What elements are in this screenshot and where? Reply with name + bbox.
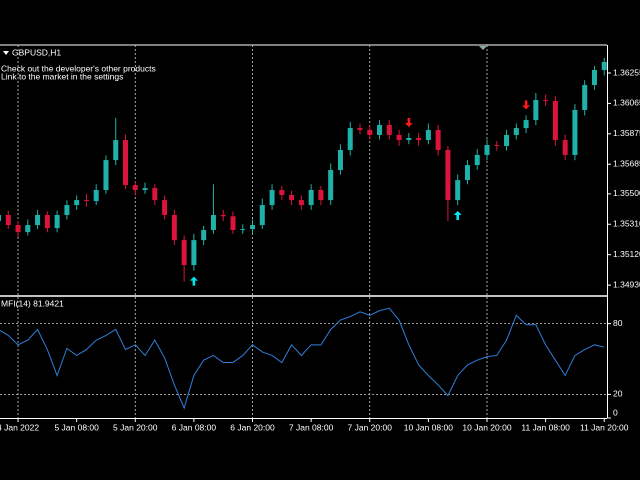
x-tick-label: 10 Jan 08:00 [404,422,453,432]
candle-body [328,170,334,201]
x-tick-label: 7 Jan 20:00 [348,422,393,432]
candle-body [474,154,480,166]
candle-body [298,200,304,206]
candle-body [386,125,392,135]
y-tick-label: 0 [613,407,618,417]
y-tick-label: 1.35120 [613,249,640,259]
candle-body [5,214,11,226]
candle-body [435,129,441,150]
candle-body [289,194,295,201]
candle-body [93,190,99,202]
candle-body [494,145,500,147]
candle-body [377,125,383,135]
candle-body [562,140,568,155]
y-tick-label: 20 [613,389,623,399]
candle-body [543,100,549,102]
candle-body [44,214,50,229]
candle-body [15,225,21,233]
candle-body [220,214,226,217]
candle-body [191,240,197,266]
candle-body [113,140,119,161]
symbol-marker [3,51,9,55]
candle-body [152,188,158,201]
symbol-title: GBPUSD,H1 [12,47,61,57]
candle-body [416,137,422,141]
y-tick-label: 1.35875 [613,128,640,138]
candle-body [406,137,412,141]
candle-body [591,69,597,86]
x-tick-label: 6 Jan 08:00 [172,422,217,432]
candle-body [523,120,529,129]
annotation: Link to the market in the settings [1,71,123,81]
y-tick-label: 1.36255 [613,67,640,77]
candle-body [445,149,451,201]
sell-arrow [522,100,531,110]
candle-body [25,225,31,233]
sell-arrow [404,118,413,128]
candle-body [0,214,1,222]
candle-body [269,190,275,206]
candle-body [162,200,168,215]
y-tick-label: 1.35685 [613,158,640,168]
candle-body [83,200,89,202]
buy-arrow [453,211,462,221]
candle-body [240,229,246,231]
candle-body [250,225,256,230]
candle-body [318,190,324,201]
candle-body [181,240,187,266]
candle-body [259,205,265,226]
candle-body [132,185,138,191]
y-tick-label: 1.35310 [613,219,640,229]
y-tick-label: 1.35500 [613,188,640,198]
buy-arrow [189,276,198,286]
candle-body [347,128,353,150]
candle-body [396,134,402,141]
x-tick-label: 6 Jan 20:00 [230,422,275,432]
x-tick-label: 5 Jan 20:00 [113,422,158,432]
candle-body [504,134,510,146]
candle-body [582,85,588,110]
candle-body [513,128,519,135]
candle-body [367,129,373,135]
candle-body [74,200,80,206]
x-tick-label: 10 Jan 20:00 [462,422,511,432]
candle-body [230,216,236,231]
candle-body [533,100,539,121]
candle-body [484,145,490,155]
candle-body [142,188,148,191]
candle-body [279,190,285,195]
x-tick-label: 11 Jan 20:00 [580,422,629,432]
shift-marker [479,46,487,50]
y-tick-label: 1.36065 [613,98,640,108]
candle-body [35,214,41,226]
x-tick-label: 11 Jan 08:00 [521,422,570,432]
x-tick-label: 4 Jan 2022 [0,422,39,432]
candle-body [308,190,314,206]
indicator-title: MFI(14) 81.9421 [1,298,64,308]
candle-body [357,128,363,130]
candle-body [601,61,607,70]
annotation: Check out the developer's other products [1,63,156,73]
candle-body [123,140,129,186]
candle-body [201,230,207,241]
candle-body [572,109,578,155]
x-tick-label: 7 Jan 08:00 [289,422,334,432]
candle-body [54,214,60,229]
mfi-line [0,307,605,410]
candle-body [171,214,177,241]
candle-body [425,129,431,141]
candle-body [552,101,558,141]
candle-body [103,160,109,191]
candle-body [464,165,470,181]
x-tick-label: 5 Jan 08:00 [54,422,99,432]
candle-body [455,180,461,201]
candle-body [210,214,216,231]
candle-body [64,205,70,215]
y-tick-label: 80 [613,318,623,328]
candle-body [337,149,343,170]
